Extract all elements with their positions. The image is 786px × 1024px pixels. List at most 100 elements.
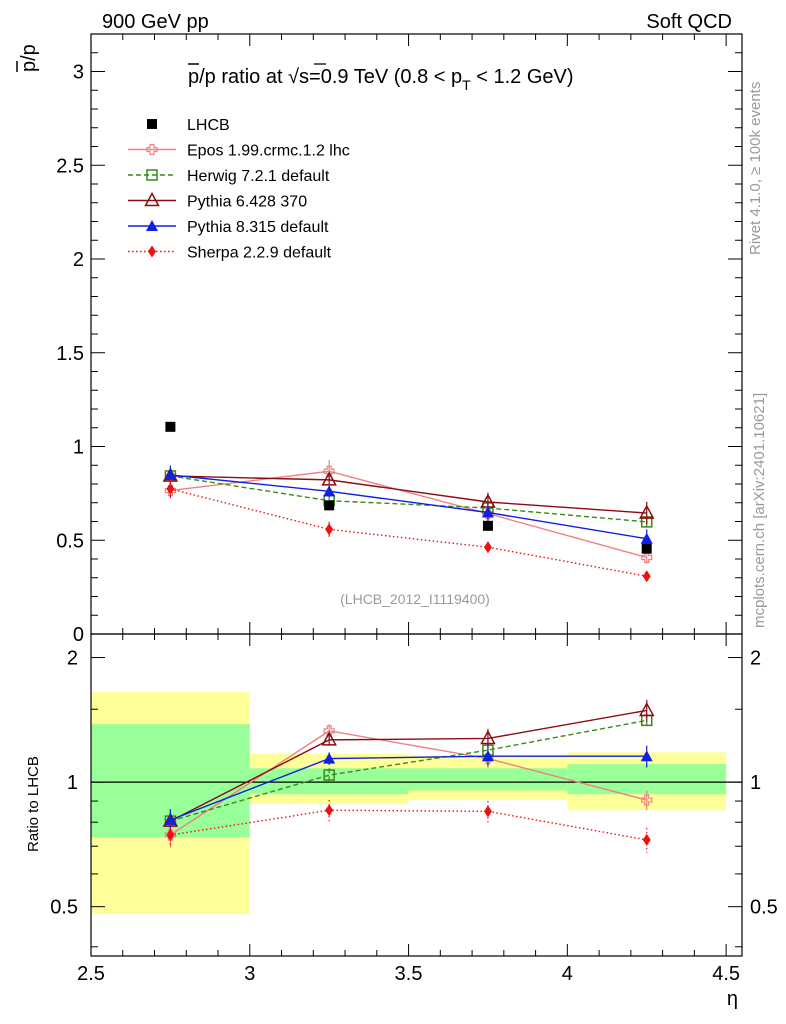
main-y-tick-label: 2.5 [56,155,84,177]
ratio-point-2-3 [638,701,655,717]
main-plot [162,421,655,583]
mcplots-label: mcplots.cern.ch [arXiv:2401.10621] [751,393,768,628]
data-point-2 [482,520,493,531]
main-ylabel: p/p [16,44,40,72]
ratio-point-2-1 [321,731,337,746]
data-point-0 [165,421,176,432]
main-point-2-3 [638,504,655,519]
data-point-3 [641,543,652,554]
ylabel-pbar: p [18,61,40,72]
ratio-y-tick-label: 0.5 [50,897,78,919]
legend-label-2: Pythia 6.428 370 [187,194,307,211]
ratio-point-1-1 [323,769,335,781]
title-post: =0.9 TeV (0.8 < p [309,66,462,88]
header-right: Soft QCD [646,11,732,33]
ratio-y-tick-label: 1 [67,772,78,794]
x-tick-label: 2.5 [77,963,105,985]
main-point-3-2 [481,506,494,518]
legend-label-3: Pythia 8.315 default [187,219,329,236]
ratio-line-3 [170,755,647,821]
legend: LHCB Epos 1.99.crmc.1.2 lhc Herwig 7.2.1 d… [128,117,350,262]
main-point-2-1 [321,471,337,486]
main-line-0 [170,470,647,559]
ratio-point-3-3 [640,750,653,762]
ratio-plot [91,699,742,853]
ratio-point-2-2 [480,729,496,745]
ratio-line-2 [170,709,647,822]
legend-entry-1: Herwig 7.2.1 default [128,168,330,185]
legend-marker-0 [146,143,158,156]
legend-entry-4: Sherpa 2.2.9 default [128,245,332,262]
ratio-point-0-3 [641,794,653,806]
analysis-id: (LHCB_2012_I1119400) [340,591,490,607]
main-series-4 [166,479,651,583]
ratio-line-4 [170,809,647,841]
ratio-point-4-3 [642,833,651,846]
main-point-4-3 [642,570,651,583]
rivet-label: Rivet 4.1.0, ≥ 100k events [747,82,764,255]
ylabel-den: /p [18,44,40,61]
legend-marker-2 [144,191,160,207]
main-y-tick-label: 1 [73,437,84,459]
data-point-1 [324,500,335,511]
main-point-4-1 [325,523,334,536]
ratio-line-0 [170,730,647,836]
main-y-tick-label: 0.5 [56,530,84,552]
main-line-4 [170,488,647,577]
ratio-y-tick-label-right: 0.5 [750,897,778,919]
ratio-point-4-0 [166,829,175,842]
ratio-frame [90,633,743,957]
legend-entry-3: Pythia 8.315 default [128,219,329,236]
legend-label-data: LHCB [187,117,230,134]
svg-text:p/p ratio at √s=0.9 TeV (0.8 <: p/p ratio at √s=0.9 TeV (0.8 < pT < 1.2 … [188,66,574,93]
svg-text:p/p: p/p [18,44,40,72]
ratio-point-4-1 [325,804,334,817]
header-left: 900 GeV pp [102,11,209,33]
legend-label-1: Herwig 7.2.1 default [187,168,330,185]
ratio-series-3 [164,745,653,832]
legend-marker-3 [146,220,158,231]
ratio-y-tick-label: 2 [67,648,78,670]
ratio-y-tick-label-right: 1 [750,772,761,794]
main-series-0 [164,460,653,564]
legend-marker-data [147,119,157,129]
legend-marker-4 [148,245,156,258]
main-line-2 [170,475,647,514]
ratio-point-4-2 [483,805,492,818]
main-series-1 [164,470,653,528]
title-s: s [299,66,309,88]
ratio-point-3-0 [164,813,177,825]
legend-entry-data: LHCB [147,117,230,134]
plot-title: p/p ratio at √s=0.9 TeV (0.8 < pT < 1.2 … [188,63,574,93]
legend-label-4: Sherpa 2.2.9 default [187,245,332,262]
x-tick-label: 4.5 [712,963,740,985]
green-band-2 [408,768,568,791]
main-y-tick-label: 3 [73,62,84,84]
title-sub: T [462,77,471,93]
title-end: < 1.2 GeV) [471,66,574,88]
legend-entry-0: Epos 1.99.crmc.1.2 lhc [128,143,350,160]
x-tick-label: 4 [562,963,573,985]
main-y-tick-label: 1.5 [56,343,84,365]
x-tick-label: 3.5 [395,963,423,985]
x-tick-label: 3 [244,963,255,985]
legend-marker-1 [146,169,158,181]
ratio-point-3-1 [323,752,336,764]
ratio-ylabel: Ratio to LHCB [25,756,42,852]
main-point-3-3 [640,532,653,544]
ratio-line-1 [170,719,647,822]
ratio-point-3-2 [481,750,494,762]
main-point-3-1 [323,485,336,497]
main-line-1 [170,475,647,523]
main-y-tick-label: 2 [73,249,84,271]
main-y-tick-label-zero: 0 [73,624,84,646]
main-point-4-0 [166,482,175,495]
axes: 2.5 3 3.5 4 4.5 0.5 1 1.5 2 2.5 3 0 0.5 0.5 1 1 2 2 [50,33,778,985]
main-line-3 [170,474,647,540]
ratio-series-4 [166,800,651,853]
ratio-bands [91,692,727,915]
legend-label-0: Epos 1.99.crmc.1.2 lhc [187,143,350,160]
title-pbar: p [188,66,199,88]
green-band-3 [567,764,727,795]
